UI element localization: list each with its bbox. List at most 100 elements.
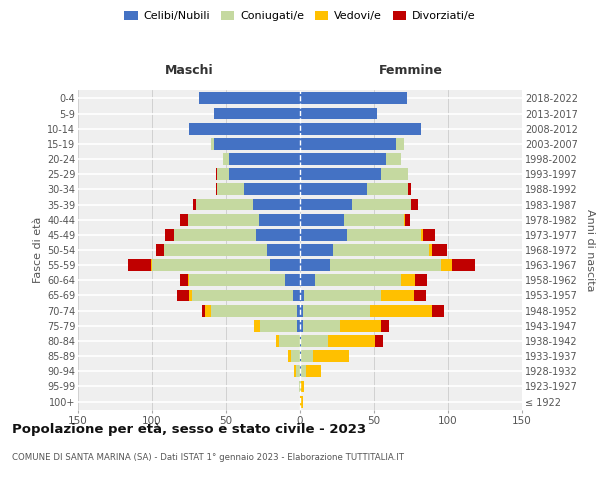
Bar bbox=[414, 290, 426, 302]
Bar bbox=[299, 380, 300, 392]
Bar bbox=[432, 304, 443, 316]
Bar bbox=[254, 320, 260, 332]
Bar bbox=[300, 138, 396, 150]
Y-axis label: Anni di nascita: Anni di nascita bbox=[585, 209, 595, 291]
Bar bbox=[300, 92, 407, 104]
Bar bbox=[300, 380, 301, 392]
Bar bbox=[301, 366, 306, 377]
Bar bbox=[382, 168, 408, 180]
Bar bbox=[205, 304, 211, 316]
Bar bbox=[405, 214, 410, 226]
Bar bbox=[315, 274, 401, 286]
Bar bbox=[174, 229, 256, 240]
Bar bbox=[415, 274, 427, 286]
Bar bbox=[300, 214, 344, 226]
Bar bbox=[217, 184, 244, 196]
Bar bbox=[396, 138, 404, 150]
Bar bbox=[382, 290, 414, 302]
Bar bbox=[300, 304, 303, 316]
Bar bbox=[256, 229, 300, 240]
Bar bbox=[152, 260, 271, 271]
Bar bbox=[313, 350, 349, 362]
Bar bbox=[192, 290, 293, 302]
Bar bbox=[253, 198, 300, 210]
Bar bbox=[215, 168, 217, 180]
Bar bbox=[452, 260, 475, 271]
Bar bbox=[421, 229, 423, 240]
Bar bbox=[128, 260, 151, 271]
Bar bbox=[177, 290, 189, 302]
Bar bbox=[300, 184, 367, 196]
Bar bbox=[296, 366, 300, 377]
Bar bbox=[376, 335, 383, 347]
Bar bbox=[196, 198, 253, 210]
Bar bbox=[301, 335, 328, 347]
Bar bbox=[300, 123, 421, 134]
Bar bbox=[151, 260, 152, 271]
Bar bbox=[300, 153, 386, 165]
Bar bbox=[229, 168, 300, 180]
Text: COMUNE DI SANTA MARINA (SA) - Dati ISTAT 1° gennaio 2023 - Elaborazione TUTTITAL: COMUNE DI SANTA MARINA (SA) - Dati ISTAT… bbox=[12, 452, 404, 462]
Bar bbox=[300, 335, 301, 347]
Bar bbox=[300, 320, 303, 332]
Y-axis label: Fasce di età: Fasce di età bbox=[32, 217, 43, 283]
Bar bbox=[303, 304, 370, 316]
Bar bbox=[440, 260, 452, 271]
Bar bbox=[229, 153, 300, 165]
Bar bbox=[401, 274, 415, 286]
Bar bbox=[344, 214, 404, 226]
Bar bbox=[386, 153, 401, 165]
Bar bbox=[370, 304, 432, 316]
Bar bbox=[297, 320, 300, 332]
Bar bbox=[294, 366, 296, 377]
Text: Femmine: Femmine bbox=[379, 64, 443, 78]
Bar bbox=[297, 304, 300, 316]
Bar bbox=[268, 244, 300, 256]
Bar bbox=[189, 123, 300, 134]
Bar bbox=[328, 335, 376, 347]
Bar bbox=[300, 168, 382, 180]
Bar bbox=[352, 198, 411, 210]
Bar bbox=[347, 229, 421, 240]
Bar bbox=[166, 229, 174, 240]
Bar bbox=[188, 274, 189, 286]
Bar bbox=[300, 290, 304, 302]
Bar bbox=[259, 214, 300, 226]
Bar bbox=[164, 244, 268, 256]
Bar bbox=[300, 350, 301, 362]
Bar bbox=[291, 350, 300, 362]
Bar bbox=[329, 260, 440, 271]
Bar bbox=[188, 214, 259, 226]
Bar bbox=[300, 244, 332, 256]
Bar bbox=[285, 274, 300, 286]
Bar bbox=[277, 335, 279, 347]
Bar bbox=[199, 92, 300, 104]
Bar bbox=[382, 320, 389, 332]
Bar bbox=[300, 366, 301, 377]
Bar bbox=[214, 138, 300, 150]
Bar bbox=[408, 184, 411, 196]
Bar bbox=[432, 244, 446, 256]
Bar bbox=[301, 380, 304, 392]
Bar bbox=[300, 108, 377, 120]
Bar bbox=[288, 350, 291, 362]
Bar bbox=[189, 274, 285, 286]
Bar bbox=[279, 335, 300, 347]
Bar bbox=[211, 304, 297, 316]
Bar bbox=[214, 108, 300, 120]
Bar bbox=[293, 290, 300, 302]
Legend: Celibi/Nubili, Coniugati/e, Vedovi/e, Divorziati/e: Celibi/Nubili, Coniugati/e, Vedovi/e, Di… bbox=[124, 10, 476, 21]
Bar bbox=[306, 366, 321, 377]
Bar bbox=[429, 244, 432, 256]
Bar bbox=[367, 184, 408, 196]
Bar bbox=[180, 274, 188, 286]
Bar bbox=[189, 290, 192, 302]
Bar bbox=[340, 320, 382, 332]
Bar bbox=[271, 260, 300, 271]
Bar bbox=[180, 214, 188, 226]
Bar bbox=[211, 138, 214, 150]
Bar bbox=[332, 244, 429, 256]
Bar bbox=[303, 320, 340, 332]
Bar bbox=[223, 153, 229, 165]
Bar bbox=[260, 320, 297, 332]
